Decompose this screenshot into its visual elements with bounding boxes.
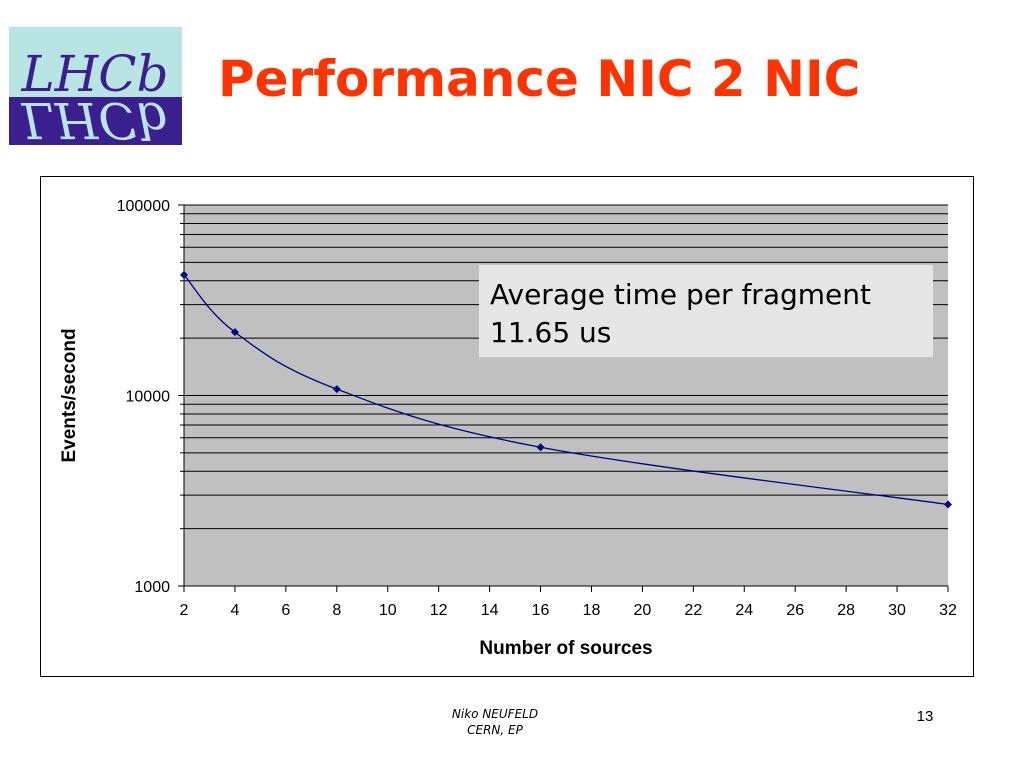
slide-title: Performance NIC 2 NIC	[218, 50, 861, 108]
annotation-value: 11.65 us	[490, 316, 611, 349]
footer-org: CERN, EP	[467, 723, 523, 737]
x-tick-label: 6	[281, 602, 290, 619]
svg-text:LHCb: LHCb	[20, 91, 168, 145]
x-tick-label: 4	[230, 602, 239, 619]
annotation-box	[479, 265, 933, 357]
chart-frame: 1000 10000 100000 2 4 6 8 10 12 14 16 18 20 22 24 26 28 3…	[40, 176, 974, 677]
x-tick-label: 28	[837, 602, 855, 619]
data-point	[944, 500, 952, 509]
x-axis-title: Number of sources	[479, 638, 652, 659]
data-point	[180, 270, 188, 279]
data-point	[332, 385, 341, 394]
data-point	[230, 328, 239, 337]
x-tick-label: 14	[481, 602, 499, 619]
lhcb-logo: LHCb LHCb	[9, 27, 182, 145]
x-tick-label: 32	[939, 602, 957, 619]
y-tick-label: 100000	[117, 198, 170, 215]
x-tick-label: 20	[634, 602, 652, 619]
lhcb-logo-graphic: LHCb LHCb	[9, 27, 182, 145]
y-tick-label: 1000	[134, 579, 170, 596]
x-tick-label: 12	[430, 602, 448, 619]
y-axis-title: Events/second	[59, 328, 80, 462]
y-tick-label: 10000	[126, 389, 171, 406]
x-tick-label: 16	[532, 602, 550, 619]
x-tick-label: 18	[583, 602, 601, 619]
x-tick-label: 24	[735, 602, 753, 619]
footer-name: Niko NEUFELD	[451, 707, 539, 721]
x-tick-label: 8	[332, 602, 341, 619]
page-number: 13	[916, 708, 934, 725]
x-tick-label: 2	[180, 602, 189, 619]
x-tick-label: 22	[684, 602, 702, 619]
x-tick-label: 26	[786, 602, 804, 619]
annotation-title: Average time per fragment	[490, 278, 871, 311]
data-point	[536, 443, 545, 452]
x-tick-label: 30	[888, 602, 906, 619]
footer-author: Niko NEUFELD CERN, EP	[405, 706, 585, 738]
x-tick-label: 10	[379, 602, 397, 619]
svg-text:LHCb: LHCb	[20, 45, 168, 103]
